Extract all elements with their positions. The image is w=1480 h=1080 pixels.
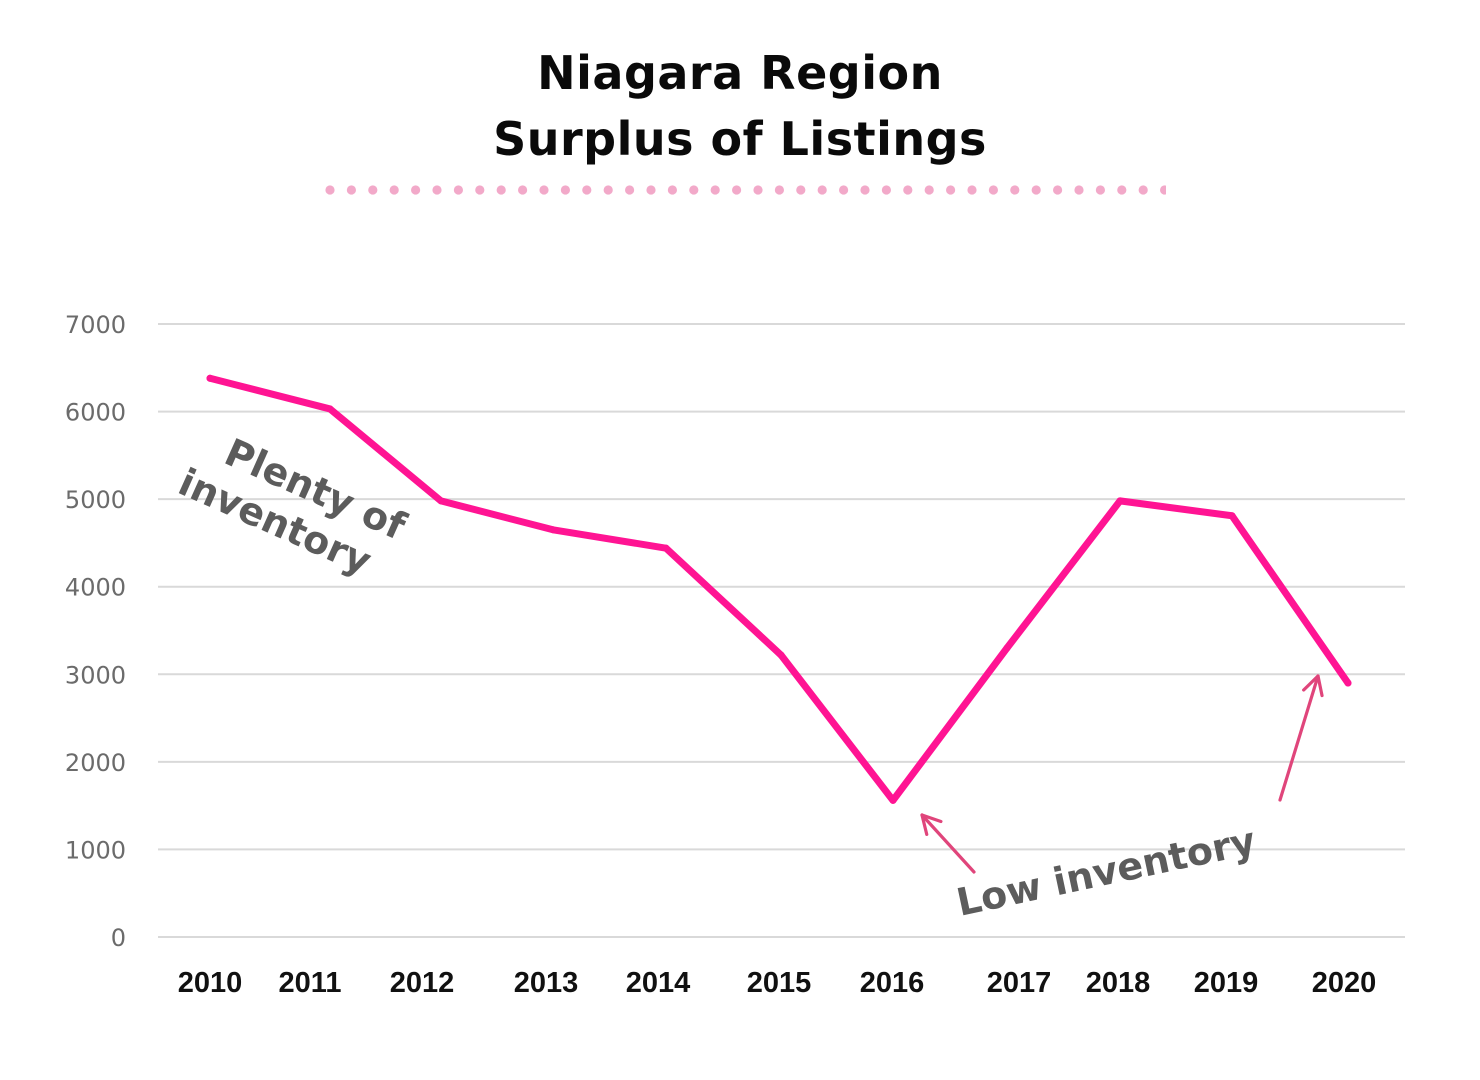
divider-dot <box>774 185 784 195</box>
divider-dot <box>346 185 356 195</box>
divider-dot <box>1031 185 1041 195</box>
divider-dot <box>1053 185 1063 195</box>
divider-dot <box>881 185 892 195</box>
divider-dot <box>860 185 870 195</box>
divider-dot <box>389 185 399 195</box>
divider-dot <box>432 185 442 195</box>
title-line-2: Surplus of Listings <box>493 112 987 166</box>
divider-dot <box>1095 185 1105 195</box>
divider-dot <box>325 185 335 195</box>
divider-dot <box>603 185 613 195</box>
data-point <box>1003 644 1011 652</box>
data-point <box>549 526 557 534</box>
data-point <box>662 544 670 552</box>
data-point <box>889 796 897 804</box>
divider-dot <box>710 185 720 195</box>
y-tick-label: 1000 <box>65 836 126 864</box>
data-point <box>326 405 334 413</box>
divider-dot <box>1117 185 1127 195</box>
y-tick-label: 2000 <box>65 749 126 777</box>
divider-dot <box>1160 185 1166 195</box>
title-line-1: Niagara Region <box>537 46 943 100</box>
data-points <box>206 374 1352 804</box>
divider-dot <box>753 185 763 195</box>
x-tick-label: 2018 <box>1086 967 1151 999</box>
annotation-low-inventory: Low inventory <box>953 818 1260 924</box>
y-tick-label: 4000 <box>65 574 126 602</box>
chart-title: Niagara Region Surplus of Listings <box>0 40 1480 172</box>
divider-dot <box>518 185 528 195</box>
data-point <box>206 374 214 382</box>
divider-dot <box>453 185 463 195</box>
x-tick-label: 2012 <box>390 967 455 999</box>
arrow-to-2020 <box>1278 674 1324 802</box>
y-tick-label: 0 <box>111 924 126 952</box>
divider-dot <box>667 185 677 195</box>
divider-dot <box>411 185 421 195</box>
dotted-divider <box>325 185 1166 195</box>
annotation-plenty: Plenty of inventory <box>172 418 424 596</box>
divider-dot <box>796 185 806 195</box>
divider-dot <box>817 185 827 195</box>
data-point <box>1116 497 1124 505</box>
y-axis-ticks: 0 1000 2000 3000 4000 5000 6000 7000 <box>65 311 126 952</box>
gridlines <box>158 323 1405 938</box>
data-point <box>1228 512 1236 520</box>
x-tick-label: 2016 <box>860 967 925 999</box>
y-tick-label: 5000 <box>65 486 126 514</box>
x-tick-label: 2010 <box>178 967 243 999</box>
x-tick-label: 2019 <box>1194 967 1259 999</box>
y-tick-label: 6000 <box>65 399 126 427</box>
divider-dot <box>368 185 378 195</box>
y-tick-label: 3000 <box>65 661 126 689</box>
divider-dot <box>946 185 956 195</box>
data-point <box>437 497 445 505</box>
divider-dot <box>1138 185 1148 195</box>
x-tick-label: 2014 <box>626 967 691 999</box>
divider-dot <box>582 185 592 195</box>
divider-dot <box>839 185 849 195</box>
divider-dot <box>475 185 485 195</box>
divider-dot <box>967 185 977 195</box>
divider-dot <box>924 185 934 195</box>
divider-dot <box>732 185 742 195</box>
data-point <box>1344 679 1352 687</box>
x-tick-label: 2020 <box>1312 967 1377 999</box>
divider-dot <box>539 185 549 195</box>
divider-dot <box>988 185 999 195</box>
data-point <box>777 651 785 659</box>
divider-dot <box>560 185 570 195</box>
divider-dot <box>625 185 635 195</box>
divider-dot <box>646 185 656 195</box>
annotation-arrows <box>920 674 1324 874</box>
divider-dot <box>689 185 699 195</box>
divider-dot <box>1074 185 1084 195</box>
series-line <box>206 374 1352 804</box>
divider-dot <box>903 185 913 195</box>
x-axis-ticks: 2010 2011 2012 2013 2014 2015 2016 2017 2018 2019… <box>178 967 1377 999</box>
arrow-to-2016 <box>920 813 976 874</box>
x-tick-label: 2015 <box>747 967 812 999</box>
x-tick-label: 2017 <box>987 967 1052 999</box>
x-tick-label: 2013 <box>514 967 579 999</box>
divider-dot <box>496 185 506 195</box>
x-tick-label: 2011 <box>279 967 342 999</box>
y-tick-label: 7000 <box>65 311 126 339</box>
divider-dot <box>1010 185 1020 195</box>
